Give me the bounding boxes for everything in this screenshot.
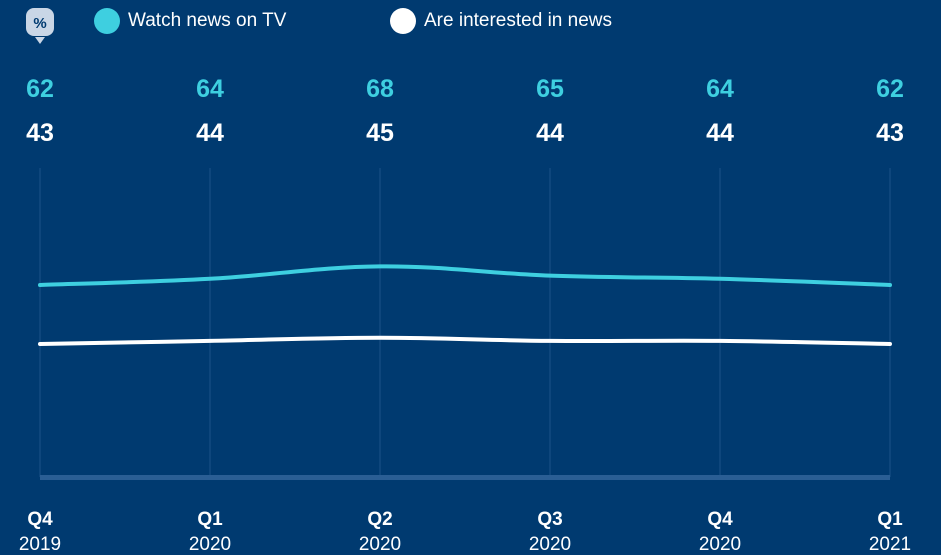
x-tick-quarter: Q4 xyxy=(27,509,53,530)
legend-item-watch-tv[interactable]: Watch news on TV xyxy=(94,8,286,34)
x-tick-quarter: Q4 xyxy=(707,509,733,530)
legend-dot-interested xyxy=(390,8,416,34)
x-tick-year: 2021 xyxy=(869,534,911,555)
data-label-interested: 44 xyxy=(706,119,734,147)
x-tick-year: 2020 xyxy=(189,534,231,555)
data-label-watch-tv: 64 xyxy=(196,75,224,103)
data-label-interested: 43 xyxy=(876,119,904,147)
data-label-watch-tv: 68 xyxy=(366,75,394,103)
legend-dot-watch-tv xyxy=(94,8,120,34)
series-line-watch-tv xyxy=(38,264,892,287)
percent-badge-label: % xyxy=(33,15,46,32)
legend: % Watch news on TV Are interested in new… xyxy=(0,6,941,44)
x-tick-year: 2020 xyxy=(529,534,571,555)
x-axis-baseline xyxy=(40,475,890,480)
legend-label-interested: Are interested in news xyxy=(424,10,612,31)
data-label-interested: 45 xyxy=(366,119,394,147)
data-label-watch-tv: 65 xyxy=(536,75,564,103)
x-tick-quarter: Q1 xyxy=(197,509,223,530)
legend-item-interested[interactable]: Are interested in news xyxy=(390,8,612,34)
x-tick-quarter: Q2 xyxy=(367,509,392,530)
data-label-watch-tv: 62 xyxy=(26,75,54,103)
data-label-interested: 43 xyxy=(26,119,54,147)
x-tick-year: 2020 xyxy=(359,534,401,555)
data-label-interested: 44 xyxy=(536,119,564,147)
percent-badge-icon: % xyxy=(26,8,54,44)
series-line-interested xyxy=(38,335,892,346)
data-label-watch-tv: 62 xyxy=(876,75,904,103)
legend-label-watch-tv: Watch news on TV xyxy=(128,10,287,31)
data-label-watch-tv: 64 xyxy=(706,75,734,103)
x-tick-quarter: Q1 xyxy=(877,509,903,530)
x-tick-year: 2020 xyxy=(699,534,741,555)
data-label-interested: 44 xyxy=(196,119,224,147)
x-tick-quarter: Q3 xyxy=(537,509,562,530)
x-tick-year: 2019 xyxy=(19,534,61,555)
